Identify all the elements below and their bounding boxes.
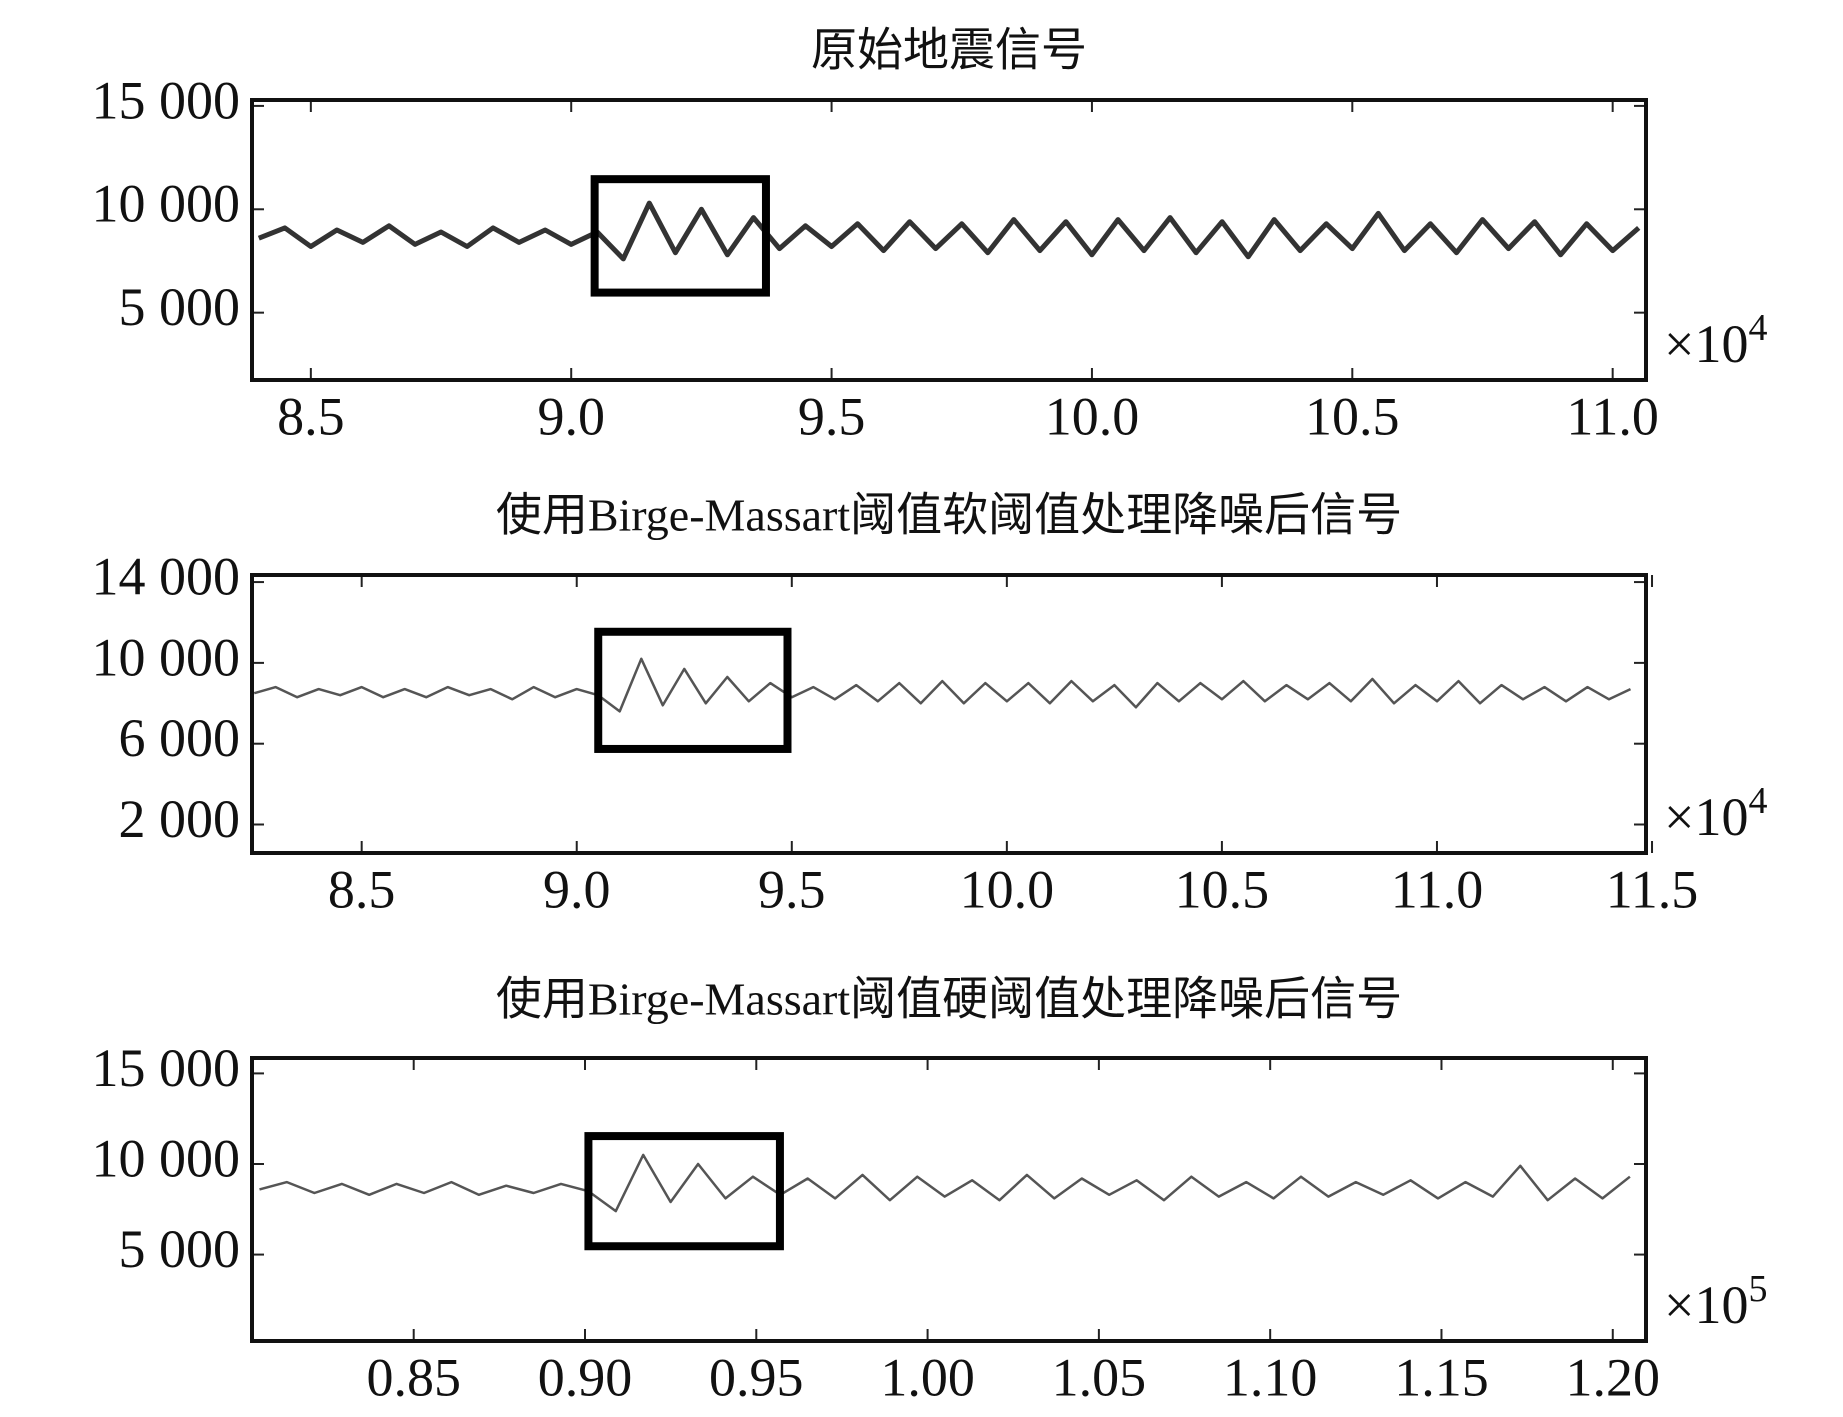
y-tick-label: 14 000 — [92, 546, 241, 606]
x-tick-label: 9.5 — [758, 859, 826, 919]
x-tick-label: 11.5 — [1606, 859, 1699, 919]
plot-frame — [250, 1056, 1648, 1343]
highlight-box — [584, 1132, 784, 1251]
x-tick-label: 9.0 — [543, 859, 611, 919]
y-tick-label: 15 000 — [92, 1038, 241, 1098]
multiplier-exponent: 5 — [1748, 1268, 1767, 1310]
y-tick-label: 2 000 — [119, 789, 241, 849]
x-tick-label: 10.0 — [1045, 386, 1140, 446]
chart-title: 使用Birge-Massart阈值硬阈值处理降噪后信号 — [496, 974, 1402, 1025]
multiplier-base: ×10 — [1664, 787, 1748, 847]
multiplier-base: ×10 — [1664, 314, 1748, 374]
y-tick-label: 10 000 — [92, 627, 241, 687]
x-tick-label: 9.5 — [798, 386, 866, 446]
y-tick-label: 5 000 — [119, 1219, 241, 1279]
x-tick-label: 11.0 — [1566, 386, 1659, 446]
x-tick-label: 0.85 — [366, 1347, 461, 1407]
signal-line — [259, 1153, 1631, 1213]
y-tick-label: 15 000 — [92, 70, 241, 130]
x-multiplier: ×104 — [1664, 307, 1767, 374]
signal-line — [253, 657, 1632, 713]
y-tick-label: 10 000 — [92, 174, 241, 234]
x-multiplier: ×104 — [1664, 780, 1767, 847]
highlight-box — [594, 627, 792, 753]
x-tick-label: 10.5 — [1175, 859, 1270, 919]
highlight-box — [590, 175, 770, 297]
x-tick-label: 10.0 — [960, 859, 1055, 919]
signal-line — [257, 200, 1641, 262]
x-tick-label: 9.0 — [537, 386, 605, 446]
x-tick-label: 10.5 — [1305, 386, 1400, 446]
chart-title: 使用Birge-Massart阈值软阈值处理降噪后信号 — [496, 490, 1402, 541]
x-tick-label: 1.10 — [1223, 1347, 1318, 1407]
x-tick-label: 1.15 — [1394, 1347, 1489, 1407]
x-tick-label: 1.20 — [1566, 1347, 1661, 1407]
multiplier-exponent: 4 — [1748, 307, 1767, 349]
plot-frame — [250, 573, 1648, 855]
y-tick-label: 5 000 — [119, 277, 241, 337]
x-tick-label: 8.5 — [328, 859, 396, 919]
x-tick-label: 11.0 — [1391, 859, 1484, 919]
plot-frame — [250, 98, 1648, 382]
multiplier-base: ×10 — [1664, 1275, 1748, 1335]
x-tick-label: 8.5 — [277, 386, 345, 446]
x-tick-label: 0.90 — [538, 1347, 633, 1407]
x-tick-label: 1.05 — [1052, 1347, 1147, 1407]
x-tick-label: 0.95 — [709, 1347, 804, 1407]
y-tick-label: 10 000 — [92, 1128, 241, 1188]
y-tick-label: 6 000 — [119, 708, 241, 768]
multiplier-exponent: 4 — [1748, 780, 1767, 822]
x-multiplier: ×105 — [1664, 1268, 1767, 1335]
chart-title: 原始地震信号 — [811, 25, 1087, 76]
x-tick-label: 1.00 — [880, 1347, 975, 1407]
